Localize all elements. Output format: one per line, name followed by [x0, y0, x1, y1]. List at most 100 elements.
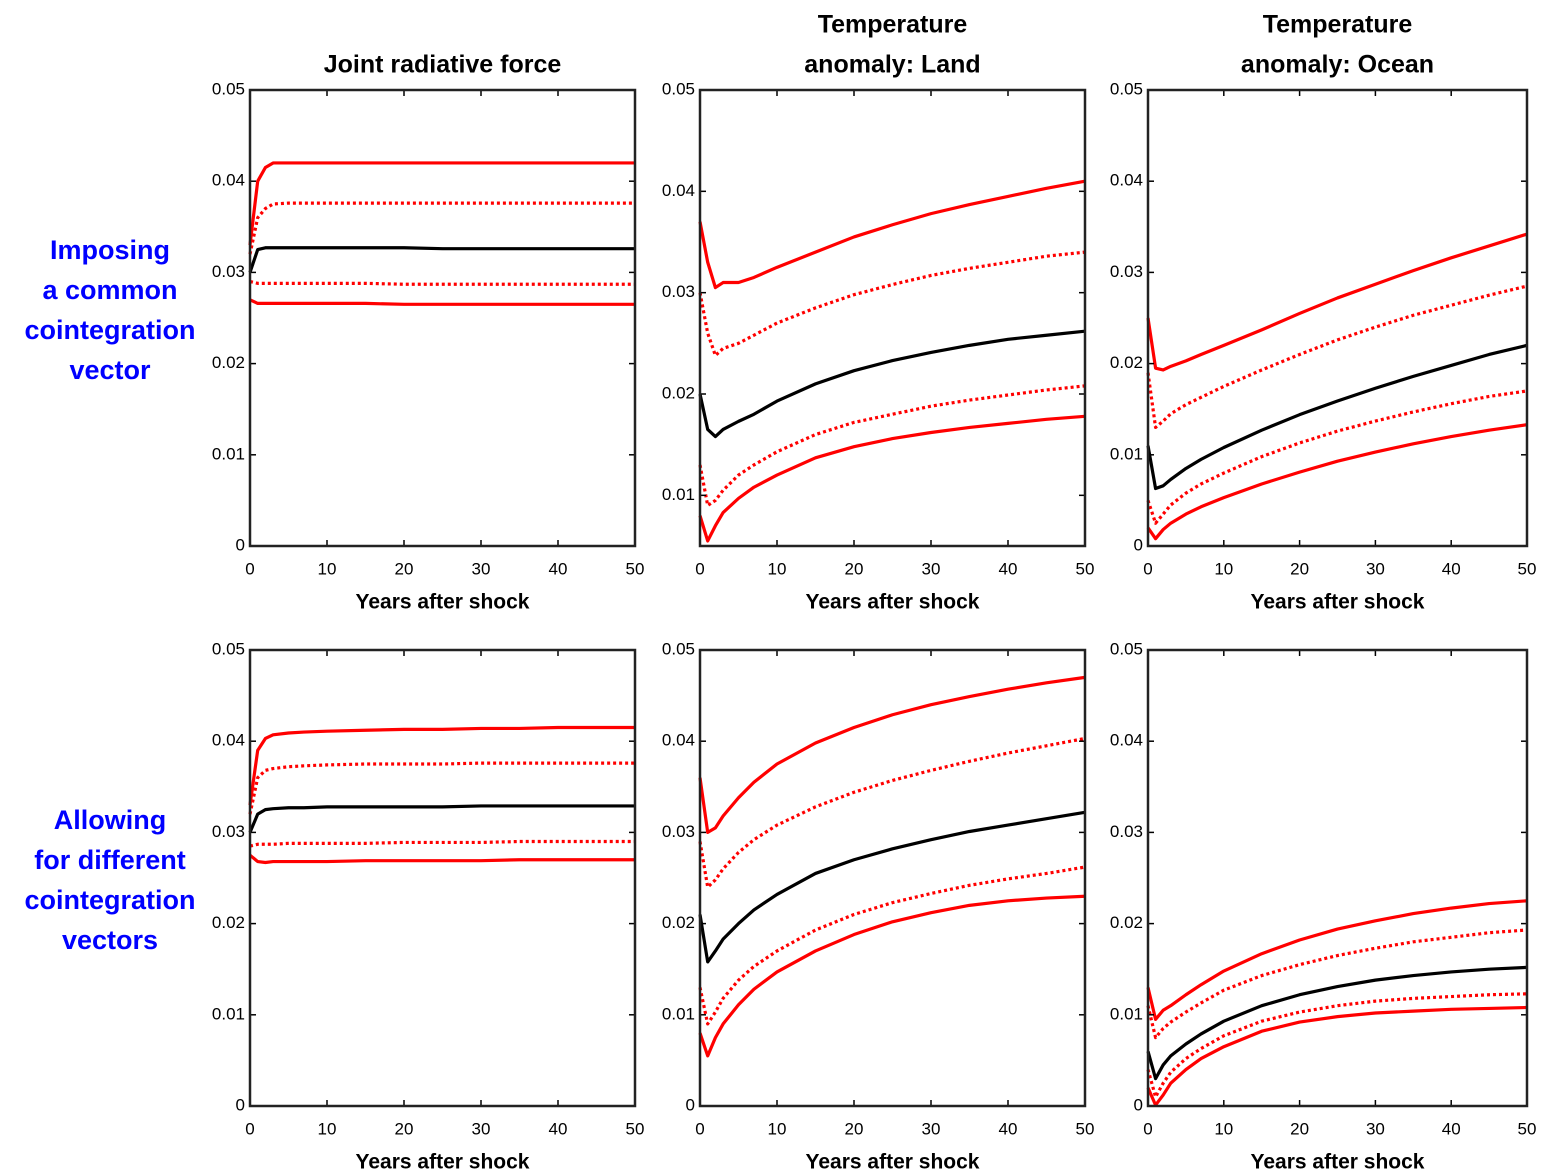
plot-area — [250, 90, 635, 546]
series-line — [1146, 899, 1528, 1021]
series-line — [1146, 928, 1528, 1040]
series-line — [698, 414, 1086, 543]
x-tick-label: 10 — [318, 1119, 337, 1138]
series-line — [1146, 232, 1528, 372]
series-line — [698, 865, 1086, 1026]
x-tick-label: 30 — [922, 1119, 941, 1138]
y-tick-label: 0.02 — [1110, 913, 1143, 932]
x-tick-label: 30 — [1366, 559, 1385, 578]
x-tick-label: 10 — [318, 559, 337, 578]
row-label: vectors — [62, 925, 158, 955]
y-tick-label: 0.04 — [212, 731, 245, 750]
row-label: cointegration — [24, 885, 195, 915]
y-tick-label: 0.03 — [1110, 822, 1143, 841]
y-tick-label: 0.04 — [1110, 731, 1143, 750]
y-tick-label: 0.03 — [1110, 262, 1143, 281]
x-tick-label: 50 — [626, 559, 645, 578]
x-tick-label: 0 — [1143, 559, 1152, 578]
series-line — [1146, 965, 1528, 1081]
axes-frame — [248, 88, 637, 548]
series-line — [248, 161, 635, 246]
y-tick-label: 0.05 — [662, 639, 695, 658]
row-label: a common — [42, 275, 177, 305]
x-tick-label: 0 — [1143, 1119, 1152, 1138]
series-line — [248, 804, 635, 834]
y-tick-label: 0 — [1134, 535, 1143, 554]
y-tick-label: 0.04 — [662, 731, 695, 750]
series-line — [698, 329, 1086, 439]
plot-area — [1148, 650, 1527, 1106]
x-tick-label: 30 — [472, 559, 491, 578]
y-tick-label: 0.04 — [662, 181, 695, 200]
x-tick-label: 10 — [1214, 559, 1233, 578]
y-tick-label: 0.02 — [212, 353, 245, 372]
x-tick-label: 50 — [1076, 559, 1095, 578]
y-tick-label: 0.04 — [1110, 171, 1143, 190]
y-tick-label: 0 — [686, 1095, 695, 1114]
row-label: for different — [34, 845, 186, 875]
x-tick-label: 20 — [1290, 1119, 1309, 1138]
series-line — [698, 675, 1086, 834]
x-tick-label: 30 — [472, 1119, 491, 1138]
series-line — [698, 810, 1086, 964]
x-tick-label: 0 — [695, 559, 704, 578]
x-tick-label: 20 — [845, 559, 864, 578]
x-axis-label: Years after shock — [356, 1151, 530, 1174]
x-tick-label: 20 — [395, 1119, 414, 1138]
series-line — [1146, 423, 1528, 541]
series-line — [248, 201, 635, 255]
x-axis-label: Years after shock — [806, 591, 980, 614]
axes-frame — [1146, 88, 1529, 548]
series-line — [249, 279, 635, 286]
x-tick-label: 40 — [1442, 559, 1461, 578]
series-line — [248, 725, 635, 806]
y-tick-label: 0.04 — [212, 171, 245, 190]
axes-frame — [698, 648, 1087, 1108]
series-line — [248, 761, 635, 815]
y-tick-label: 0.03 — [212, 822, 245, 841]
x-tick-label: 20 — [395, 559, 414, 578]
y-tick-label: 0.01 — [212, 444, 245, 463]
x-tick-label: 10 — [1214, 1119, 1233, 1138]
series-line — [698, 179, 1086, 290]
x-tick-label: 0 — [245, 559, 254, 578]
plot-area — [700, 650, 1085, 1106]
y-tick-label: 0.03 — [662, 282, 695, 301]
series-line — [698, 250, 1086, 358]
chart-title: Joint radiative force — [324, 51, 562, 79]
axes-frame — [248, 648, 637, 1108]
x-tick-label: 50 — [1518, 559, 1537, 578]
row-label: Allowing — [54, 805, 166, 835]
x-tick-label: 20 — [845, 1119, 864, 1138]
y-tick-label: 0.05 — [1110, 79, 1143, 98]
y-tick-label: 0.02 — [662, 383, 695, 402]
y-tick-label: 0.01 — [1110, 1004, 1143, 1023]
x-tick-label: 50 — [1518, 1119, 1537, 1138]
y-tick-label: 0.03 — [212, 262, 245, 281]
series-line — [698, 384, 1086, 508]
x-tick-label: 50 — [1076, 1119, 1095, 1138]
chart-title: anomaly: Land — [804, 51, 980, 79]
x-axis-label: Years after shock — [356, 591, 530, 614]
x-tick-label: 50 — [626, 1119, 645, 1138]
row-label: Imposing — [50, 235, 170, 265]
x-tick-label: 30 — [922, 559, 941, 578]
x-tick-label: 40 — [549, 1119, 568, 1138]
y-tick-label: 0.02 — [212, 913, 245, 932]
x-tick-label: 20 — [1290, 559, 1309, 578]
x-tick-label: 30 — [1366, 1119, 1385, 1138]
x-axis-label: Years after shock — [806, 1151, 980, 1174]
x-tick-label: 40 — [549, 559, 568, 578]
y-tick-label: 0.01 — [1110, 444, 1143, 463]
series-line — [249, 298, 635, 306]
x-tick-label: 10 — [768, 559, 787, 578]
plot-area — [700, 90, 1085, 546]
y-tick-label: 0 — [1134, 1095, 1143, 1114]
series-line — [1146, 389, 1528, 525]
chart-title: Temperature — [1263, 11, 1413, 39]
y-tick-label: 0 — [236, 1095, 245, 1114]
y-tick-label: 0.05 — [212, 79, 245, 98]
y-tick-label: 0.05 — [662, 79, 695, 98]
row-label: cointegration — [24, 315, 195, 345]
